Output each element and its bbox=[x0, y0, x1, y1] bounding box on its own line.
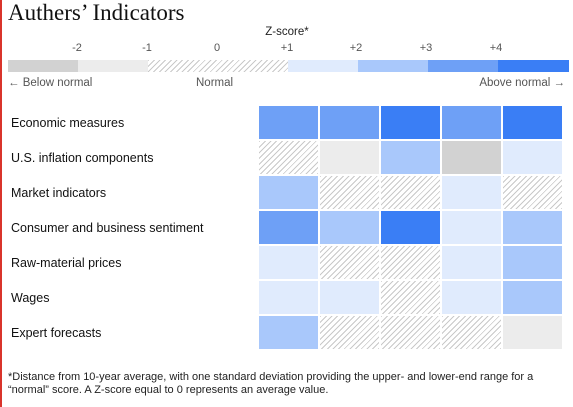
heatmap-cell bbox=[381, 176, 440, 209]
heatmap-cell bbox=[259, 316, 318, 349]
heatmap-cell bbox=[381, 316, 440, 349]
zscore-tick-label: +4 bbox=[489, 42, 503, 54]
zscore-tick-label: +3 bbox=[419, 42, 433, 54]
normal-label: Normal bbox=[196, 77, 234, 89]
row-label: U.S. inflation components bbox=[11, 151, 154, 165]
heatmap-cell bbox=[442, 211, 501, 244]
row-label: Wages bbox=[11, 291, 50, 305]
heatmap-cell bbox=[320, 211, 379, 244]
zscore-tick-label: -2 bbox=[72, 42, 82, 54]
scale-segment-above-3 bbox=[428, 60, 498, 72]
heatmap-cell bbox=[503, 281, 562, 314]
heatmap-cell bbox=[442, 141, 501, 174]
scale-segment-above-2 bbox=[358, 60, 428, 72]
heatmap-cell bbox=[442, 106, 501, 139]
chart-title: Authers’ Indicators bbox=[8, 0, 185, 25]
scale-segment-above-1 bbox=[288, 60, 358, 72]
heatmap-cell bbox=[259, 106, 318, 139]
heatmap-cell bbox=[259, 176, 318, 209]
row-label: Economic measures bbox=[11, 116, 125, 130]
heatmap-cell bbox=[259, 281, 318, 314]
scale-segment-below-light bbox=[78, 60, 148, 72]
heatmap-cell bbox=[381, 281, 440, 314]
heatmap-cell bbox=[259, 211, 318, 244]
heatmap-cell bbox=[320, 246, 379, 279]
zscore-label: Z-score* bbox=[265, 26, 309, 38]
heatmap-cell bbox=[320, 141, 379, 174]
below-normal-label: ← Below normal bbox=[8, 77, 93, 89]
zscore-tick-label: +1 bbox=[280, 42, 294, 54]
heatmap-cell bbox=[442, 246, 501, 279]
zscore-tick-label: +2 bbox=[349, 42, 363, 54]
heatmap-cell bbox=[320, 281, 379, 314]
heatmap-cell bbox=[320, 316, 379, 349]
scale-segment-normal bbox=[148, 60, 288, 72]
heatmap-cell bbox=[381, 141, 440, 174]
heatmap-cell bbox=[442, 316, 501, 349]
zscore-tick-label: -1 bbox=[142, 42, 152, 54]
heatmap-cell bbox=[503, 246, 562, 279]
page-accent-border bbox=[0, 0, 2, 407]
zscore-color-scale bbox=[8, 60, 569, 72]
heatmap-cell bbox=[503, 176, 562, 209]
footnote: *Distance from 10-year average, with one… bbox=[8, 371, 534, 396]
heatmap-cell bbox=[442, 176, 501, 209]
heatmap-cell bbox=[503, 106, 562, 139]
row-label: Market indicators bbox=[11, 186, 107, 200]
heatmap-cell bbox=[381, 246, 440, 279]
scale-segment-below-dark bbox=[8, 60, 78, 72]
heatmap-cell bbox=[503, 211, 562, 244]
heatmap-cell bbox=[259, 246, 318, 279]
heatmap-cell bbox=[320, 176, 379, 209]
heatmap-cell bbox=[442, 281, 501, 314]
zscore-tick-label: 0 bbox=[213, 42, 221, 54]
heatmap-cell bbox=[503, 316, 562, 349]
above-normal-label: Above normal → bbox=[479, 77, 565, 89]
heatmap-cell bbox=[320, 106, 379, 139]
heatmap-cell bbox=[503, 141, 562, 174]
heatmap-cell bbox=[381, 106, 440, 139]
scale-segment-above-4 bbox=[498, 60, 569, 72]
row-label: Consumer and business sentiment bbox=[11, 221, 204, 235]
row-label: Expert forecasts bbox=[11, 326, 102, 340]
heatmap-cell bbox=[381, 211, 440, 244]
row-label: Raw-material prices bbox=[11, 256, 122, 270]
heatmap-cell bbox=[259, 141, 318, 174]
